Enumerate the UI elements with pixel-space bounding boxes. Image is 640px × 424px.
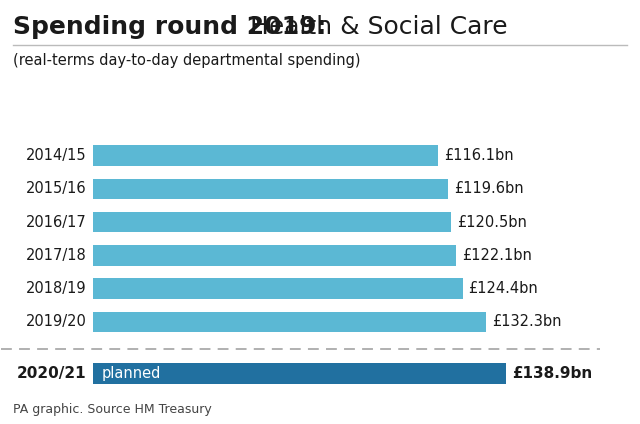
Bar [93,212,451,232]
Text: 2014/15: 2014/15 [26,148,87,163]
Text: £122.1bn: £122.1bn [461,248,532,263]
Text: £119.6bn: £119.6bn [454,181,524,196]
Text: 2017/18: 2017/18 [26,248,87,263]
Bar [93,245,456,266]
Text: £120.5bn: £120.5bn [457,215,527,230]
Text: Health & Social Care: Health & Social Care [242,15,508,39]
Text: £132.3bn: £132.3bn [492,315,561,329]
Text: PA graphic. Source HM Treasury: PA graphic. Source HM Treasury [13,403,212,416]
Text: (real-terms day-to-day departmental spending): (real-terms day-to-day departmental spen… [13,53,360,68]
Bar [93,363,506,384]
Text: 2020/21: 2020/21 [17,366,87,381]
Text: £138.9bn: £138.9bn [512,366,592,381]
Text: 2018/19: 2018/19 [26,281,87,296]
Bar [93,179,449,199]
Text: 2015/16: 2015/16 [26,181,87,196]
Bar [93,145,438,166]
Text: planned: planned [102,366,161,381]
Text: £116.1bn: £116.1bn [444,148,513,163]
Text: Spending round 2019:: Spending round 2019: [13,15,326,39]
Text: 2016/17: 2016/17 [26,215,87,230]
Bar [93,278,463,299]
Bar [93,312,486,332]
Text: 2019/20: 2019/20 [26,315,87,329]
Text: £124.4bn: £124.4bn [468,281,538,296]
